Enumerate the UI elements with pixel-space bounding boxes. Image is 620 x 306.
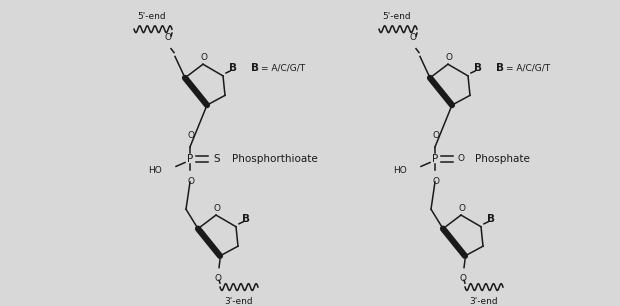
Text: B: B — [487, 214, 495, 224]
Text: B: B — [229, 63, 237, 73]
Text: O: O — [458, 154, 465, 163]
Text: O: O — [200, 53, 208, 62]
Text: O: O — [187, 177, 195, 186]
Text: Phosphate: Phosphate — [475, 154, 530, 164]
Text: 3'-end: 3'-end — [224, 297, 254, 306]
Text: 5'-end: 5'-end — [137, 13, 166, 21]
Text: O: O — [433, 177, 440, 186]
Text: P: P — [187, 154, 193, 164]
Text: Phosphorthioate: Phosphorthioate — [232, 154, 317, 164]
Text: HO: HO — [148, 166, 162, 175]
Text: HO: HO — [393, 166, 407, 175]
Text: 5'-end: 5'-end — [382, 13, 410, 21]
Text: S: S — [213, 154, 219, 164]
Text: O: O — [409, 33, 417, 42]
Text: B: B — [496, 63, 504, 73]
Text: B: B — [242, 214, 250, 224]
Text: O: O — [459, 274, 466, 283]
Text: O: O — [215, 274, 221, 283]
Text: O: O — [459, 204, 466, 213]
Text: O: O — [446, 53, 453, 62]
Text: O: O — [187, 131, 195, 140]
Text: O: O — [213, 204, 221, 213]
Text: B: B — [474, 63, 482, 73]
Text: O: O — [164, 33, 172, 42]
Text: B: B — [251, 63, 259, 73]
Text: = A/C/G/T: = A/C/G/T — [506, 64, 550, 73]
Text: 3'-end: 3'-end — [470, 297, 498, 306]
Text: O: O — [433, 131, 440, 140]
Text: P: P — [432, 154, 438, 164]
Text: = A/C/G/T: = A/C/G/T — [261, 64, 305, 73]
